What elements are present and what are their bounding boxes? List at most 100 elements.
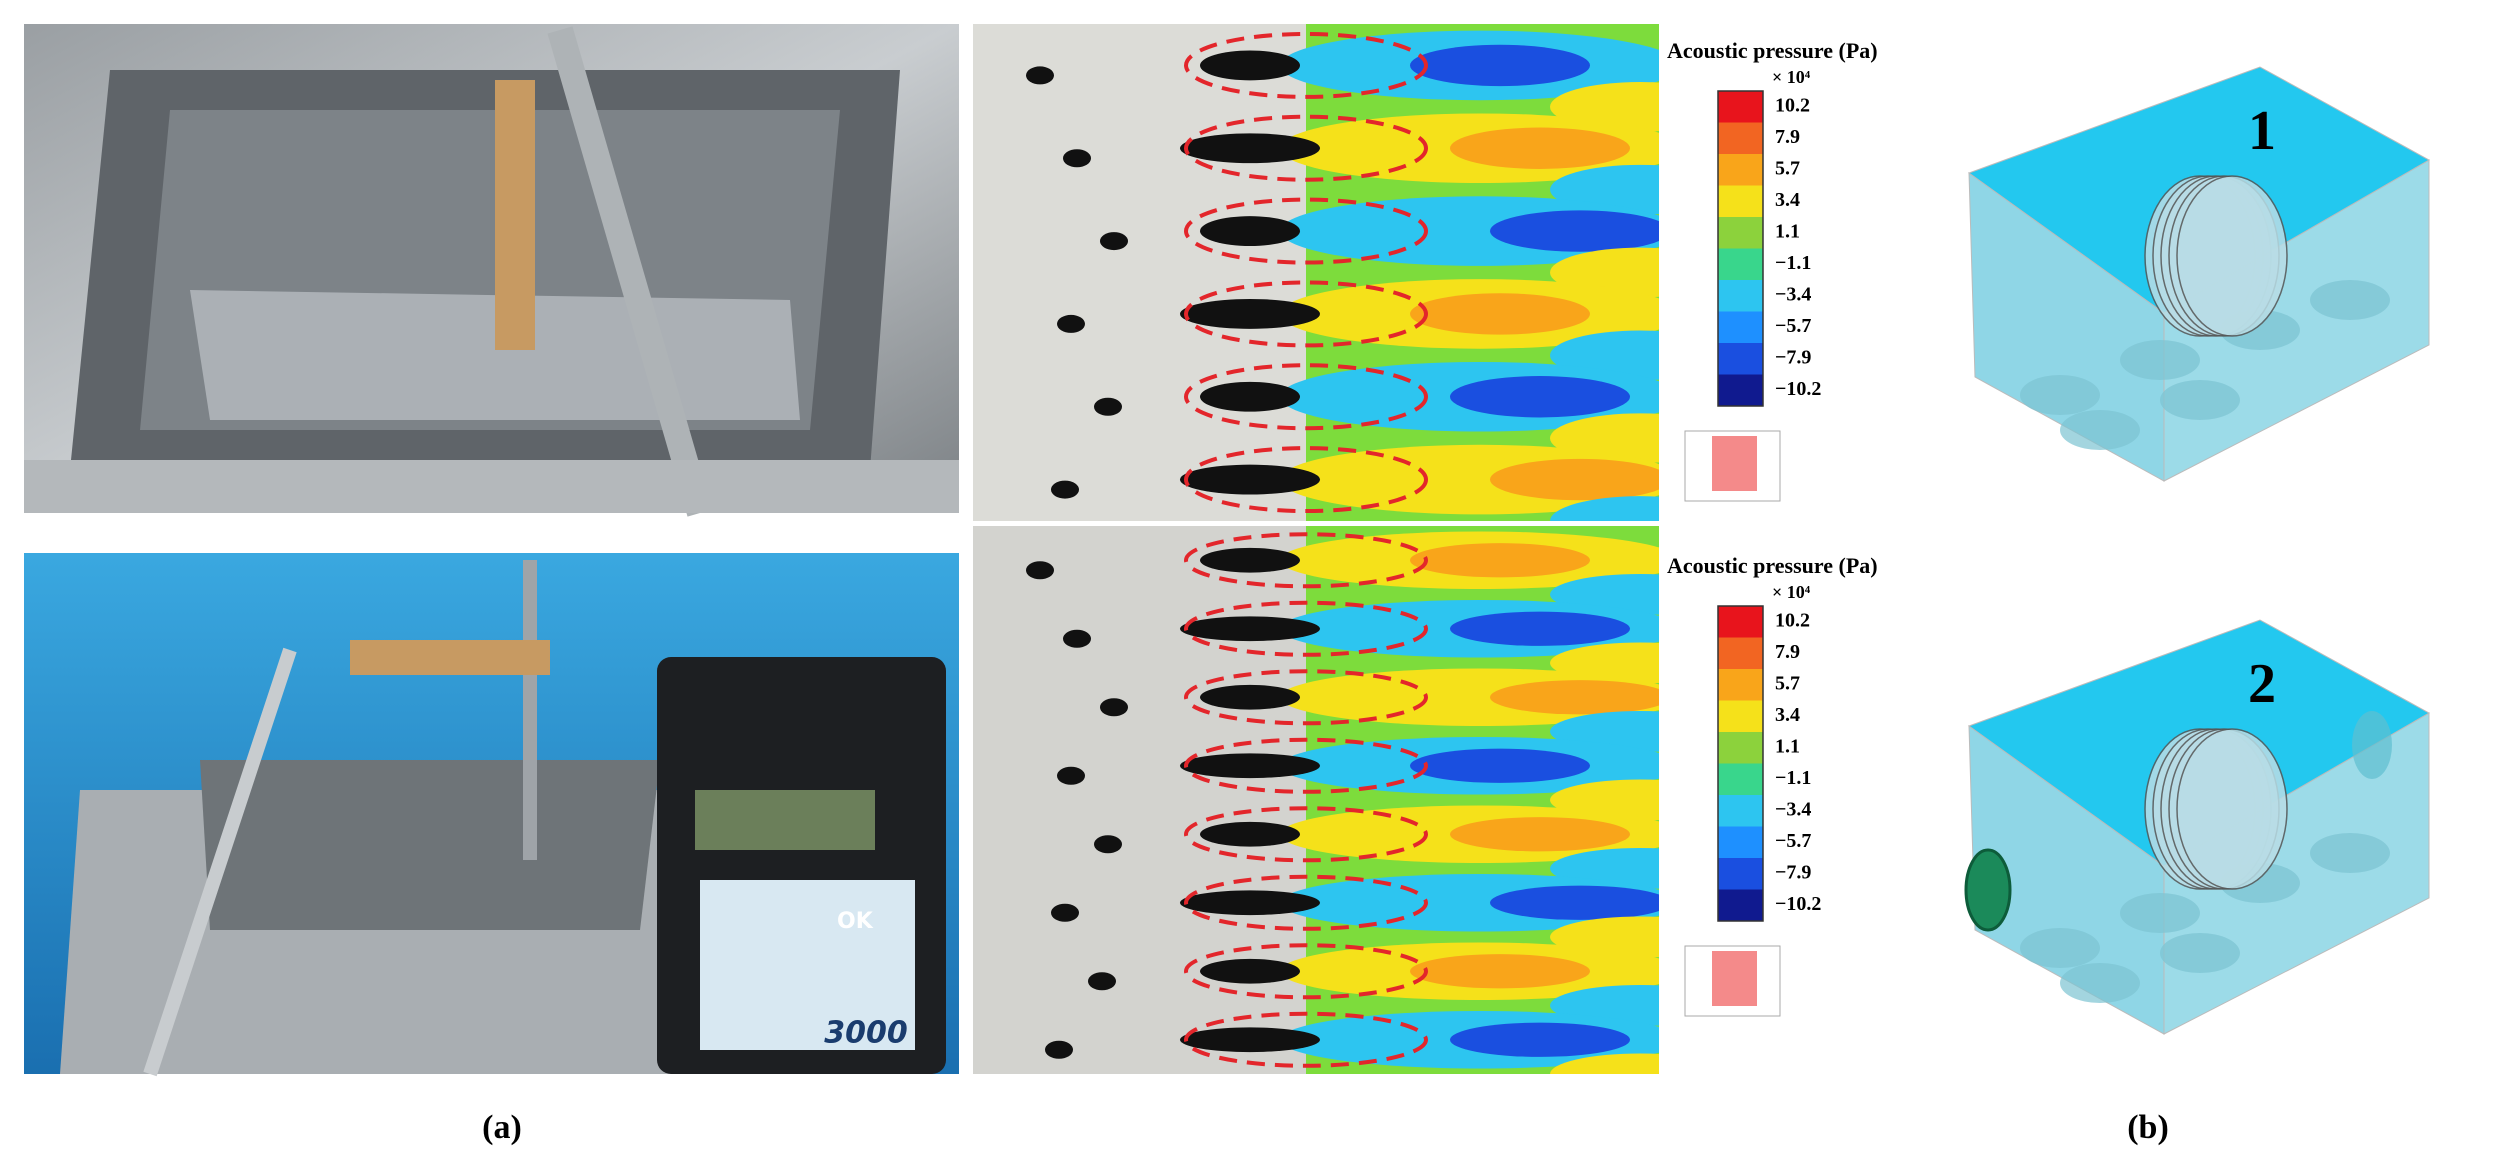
- colorbar-tick-label: −5.7: [1775, 315, 1811, 337]
- colorbar-multiplier: × 10⁴: [1772, 67, 1811, 87]
- colorbar-tick-label: 3.4: [1775, 189, 1800, 211]
- marker-ellipse: [1184, 532, 1428, 589]
- photo-tank-top: [24, 24, 959, 517]
- colorbar-tick-label: −1.1: [1775, 767, 1811, 789]
- colorbar-segment: [1718, 669, 1763, 701]
- foil-hole: [1200, 821, 1300, 847]
- foil-hole: [1180, 616, 1320, 642]
- colorbar-segment: [1718, 343, 1763, 375]
- colorbar-tick-label: −10.2: [1775, 893, 1821, 915]
- foil-hole: [1026, 66, 1054, 85]
- contour-core: [1410, 748, 1590, 783]
- transducer: [2120, 893, 2200, 933]
- controller-button: OK: [837, 909, 874, 934]
- colorbar-segment: [1718, 122, 1763, 154]
- foil-hole: [1051, 903, 1079, 922]
- colorbar-segment: [1718, 91, 1763, 123]
- transducer: [2020, 928, 2100, 968]
- marker-ellipse: [1184, 806, 1428, 863]
- contour-core: [1410, 44, 1590, 87]
- colorbar-frame: [1717, 605, 1764, 922]
- foil-hole: [1180, 464, 1320, 495]
- marker-ellipse: [1184, 600, 1428, 657]
- inset-box: [1684, 430, 1781, 502]
- foil-hole: [1180, 299, 1320, 329]
- foil-hole: [1057, 314, 1085, 333]
- marker-ellipse: [1184, 280, 1428, 348]
- colorbar-segment: [1718, 154, 1763, 186]
- foil-hole: [1057, 766, 1085, 785]
- colorbar-segment: [1718, 606, 1763, 638]
- colorbar-title: Acoustic pressure (Pa): [1667, 38, 1878, 63]
- colorbar-tick-label: −5.7: [1775, 830, 1811, 852]
- foil-contour-top: [973, 24, 1659, 521]
- colorbar-tick-label: 10.2: [1775, 94, 1810, 116]
- contour-core: [1450, 1022, 1630, 1057]
- transducer: [2060, 410, 2140, 450]
- colorbar-segment: [1718, 637, 1763, 669]
- foil-hole: [1180, 890, 1320, 916]
- colorbar-tick-label: −3.4: [1775, 283, 1811, 305]
- foil-hole: [1200, 381, 1300, 412]
- contour-core: [1490, 210, 1659, 252]
- side-transducer: [2352, 711, 2392, 779]
- contour-core: [1450, 611, 1630, 646]
- colorbar-tick-label: 5.7: [1775, 672, 1800, 694]
- controller-model: 3000: [824, 1016, 908, 1051]
- foil-hole: [1051, 480, 1079, 499]
- colorbar-frame: [1717, 90, 1764, 407]
- contour-core: [1490, 680, 1659, 715]
- foil-hole: [1063, 629, 1091, 648]
- foil-hole: [1180, 753, 1320, 779]
- model-label: 2: [2248, 653, 2276, 715]
- marker-ellipse: [1184, 737, 1428, 794]
- marker-ellipse: [1184, 446, 1428, 514]
- panel-label: (a): [482, 1109, 522, 1146]
- colorbar-segment: [1718, 311, 1763, 343]
- marker-ellipse: [1184, 669, 1428, 726]
- colorbar: Acoustic pressure (Pa) × 10⁴ 10.2 7.9 5.7 3.4…: [1667, 553, 1878, 1017]
- colorbar-segment: [1718, 185, 1763, 217]
- colorbar-tick-label: −7.9: [1775, 346, 1811, 368]
- contour-core: [1410, 954, 1590, 989]
- colorbar-tick-label: 10.2: [1775, 609, 1810, 631]
- transducer: [2160, 380, 2240, 420]
- colorbar-title: Acoustic pressure (Pa): [1667, 553, 1878, 578]
- colorbar-segment: [1718, 858, 1763, 890]
- foil-hole: [1063, 149, 1091, 168]
- foil-hole: [1200, 547, 1300, 573]
- transducer: [2120, 340, 2200, 380]
- marker-ellipse: [1184, 1011, 1428, 1068]
- colorbar-multiplier: × 10⁴: [1772, 582, 1811, 602]
- contour-core: [1490, 885, 1659, 920]
- foil-hole: [1045, 1040, 1073, 1059]
- photo-setup-bottom: OK 3000: [24, 553, 959, 1077]
- foil-hole: [1200, 50, 1300, 81]
- contour-core: [1450, 817, 1630, 852]
- colorbar-tick-label: 5.7: [1775, 157, 1800, 179]
- foil-hole: [1200, 216, 1300, 246]
- foil-hole: [1094, 835, 1122, 854]
- contour-core: [1490, 458, 1659, 501]
- contour-band: [1550, 496, 1659, 521]
- inset-plane: [1712, 436, 1757, 491]
- colorbar-tick-label: 1.1: [1775, 735, 1800, 757]
- side-transducer: [1964, 848, 2012, 932]
- foil-hole: [1200, 958, 1300, 984]
- foil-hole: [1200, 684, 1300, 710]
- colorbar-segment: [1718, 826, 1763, 858]
- colorbar-segment: [1718, 248, 1763, 280]
- foil-contour-bottom: [973, 526, 1659, 1074]
- colorbar-segment: [1718, 795, 1763, 827]
- colorbar: Acoustic pressure (Pa) × 10⁴ 10.2 7.9 5.7 3.4…: [1667, 38, 1878, 502]
- inset-plane: [1712, 951, 1757, 1006]
- colorbar-tick-label: 1.1: [1775, 220, 1800, 242]
- contour-core: [1410, 293, 1590, 335]
- colorbar-segment: [1718, 889, 1763, 921]
- colorbar-tick-label: −3.4: [1775, 798, 1811, 820]
- foil-hole: [1180, 1027, 1320, 1053]
- inset-box: [1684, 945, 1781, 1017]
- colorbar-segment: [1718, 732, 1763, 764]
- contour-core: [1410, 543, 1590, 578]
